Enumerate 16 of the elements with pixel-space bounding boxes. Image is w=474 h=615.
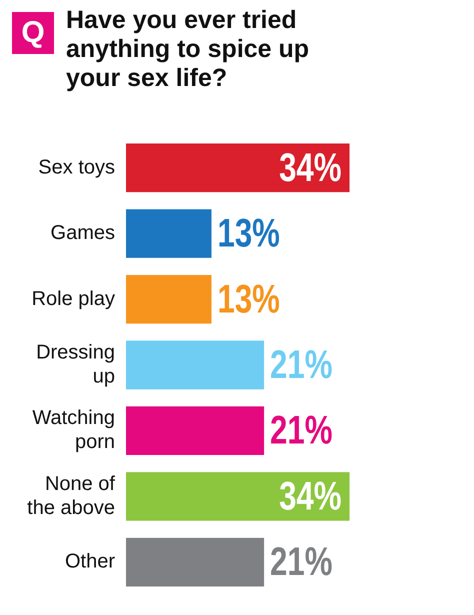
chart-title: Have you ever tried anything to spice up your sex life?	[66, 6, 310, 93]
data-label: 13%	[217, 276, 280, 322]
data-label: 13%	[217, 210, 280, 256]
y-tick-label: Other	[64, 550, 116, 573]
data-label: 34%	[279, 474, 342, 518]
y-tick-label: Dressing up	[36, 342, 115, 388]
y-tick-label: Games	[50, 222, 115, 244]
y-tick-label: Role play	[32, 288, 115, 310]
y-tick-label: Watching porn	[32, 407, 115, 454]
y-tick-label: Sex toys	[38, 156, 115, 178]
y-tick-label: None of the above	[27, 472, 116, 519]
text: Q	[12, 12, 54, 54]
data-label: 34%	[279, 145, 342, 190]
data-label: 21%	[270, 539, 332, 584]
data-label: 21%	[270, 408, 332, 453]
data-label: 21%	[270, 342, 332, 387]
